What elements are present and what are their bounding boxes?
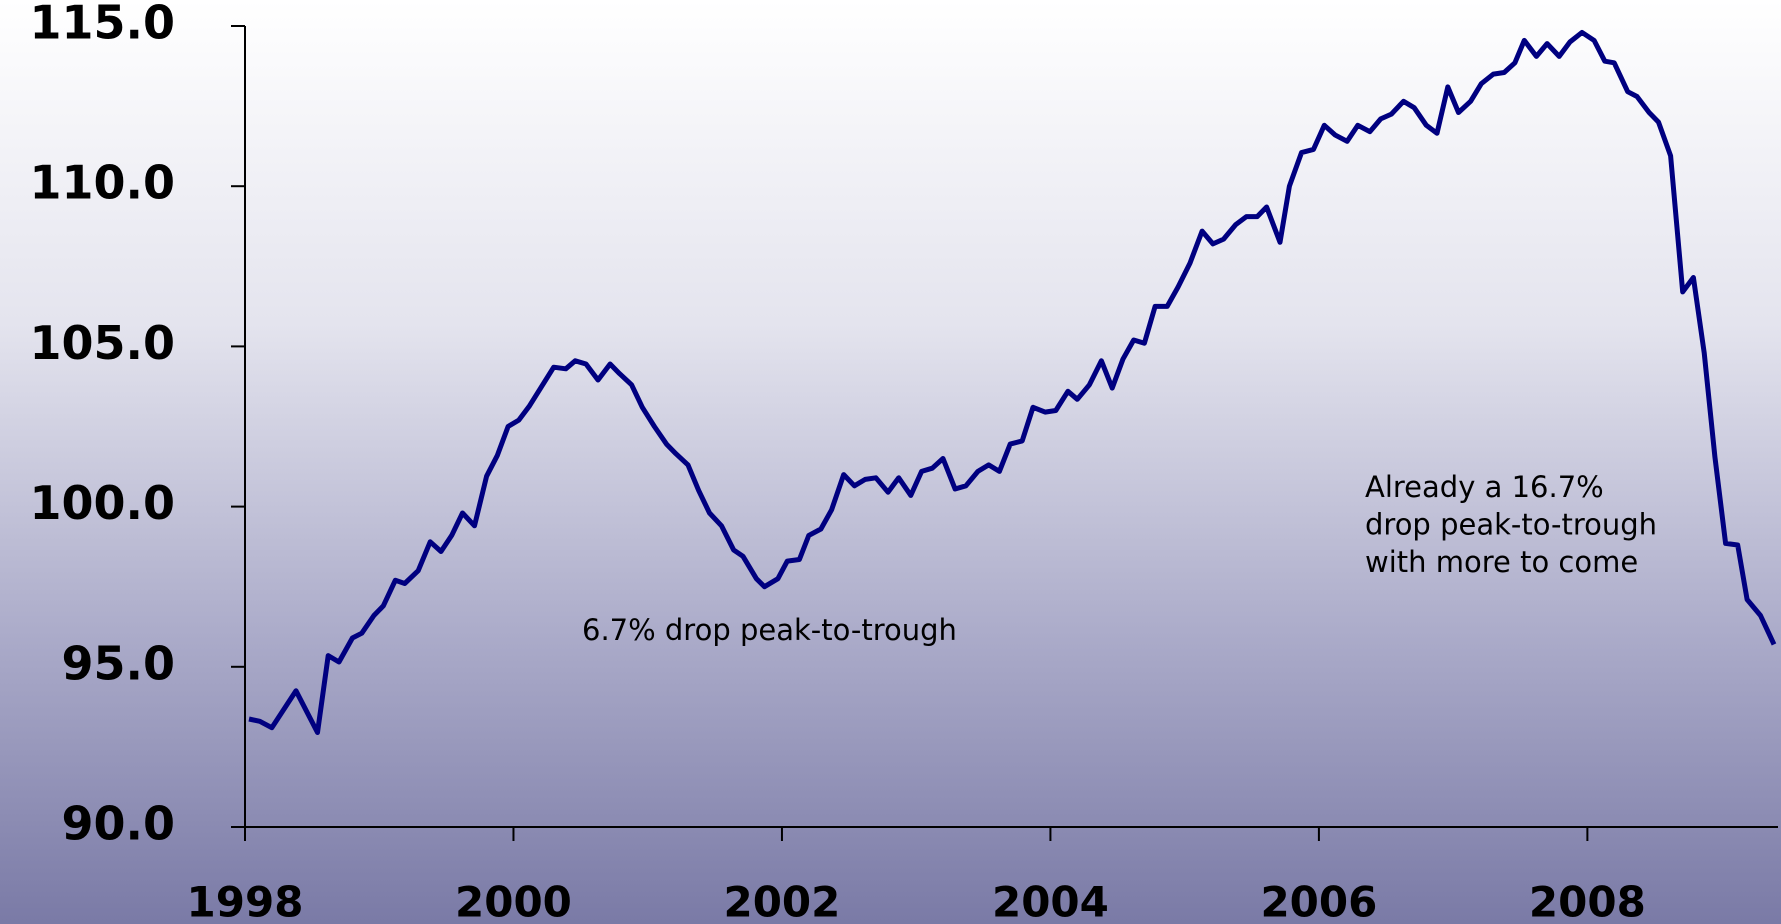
x-tick-label: 2002 bbox=[723, 878, 840, 924]
x-tick-label: 2004 bbox=[992, 878, 1109, 924]
y-tick-label: 105.0 bbox=[29, 316, 175, 370]
annotation: Already a 16.7% bbox=[1365, 470, 1604, 504]
x-tick-label: 1998 bbox=[187, 878, 304, 924]
y-tick-label: 110.0 bbox=[29, 156, 175, 210]
annotation: drop peak-to-trough bbox=[1365, 508, 1657, 542]
x-tick-label: 2008 bbox=[1529, 878, 1646, 924]
data-line bbox=[248, 29, 1777, 735]
x-tick-label: 2006 bbox=[1260, 878, 1377, 924]
x-tick-label: 2000 bbox=[455, 878, 572, 924]
y-tick-label: 115.0 bbox=[29, 0, 175, 50]
annotation: 6.7% drop peak-to-trough bbox=[582, 613, 957, 647]
y-tick-label: 90.0 bbox=[62, 797, 176, 851]
y-tick-label: 100.0 bbox=[29, 476, 175, 530]
annotation: with more to come bbox=[1365, 545, 1638, 579]
y-tick-label: 95.0 bbox=[62, 636, 176, 690]
